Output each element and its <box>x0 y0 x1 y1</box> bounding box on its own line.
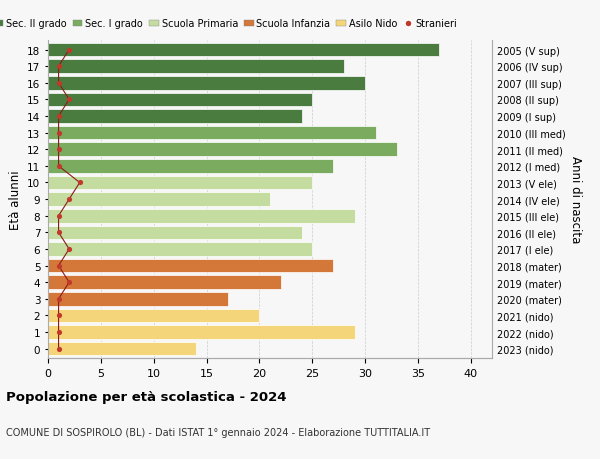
Bar <box>48 110 302 123</box>
Text: COMUNE DI SOSPIROLO (BL) - Dati ISTAT 1° gennaio 2024 - Elaborazione TUTTITALIA.: COMUNE DI SOSPIROLO (BL) - Dati ISTAT 1°… <box>6 427 430 437</box>
Point <box>54 345 64 353</box>
Point <box>54 312 64 319</box>
Bar <box>48 160 334 174</box>
Y-axis label: Età alunni: Età alunni <box>8 170 22 230</box>
Point <box>54 213 64 220</box>
Text: Popolazione per età scolastica - 2024: Popolazione per età scolastica - 2024 <box>6 390 287 403</box>
Point <box>64 96 74 104</box>
Bar <box>48 309 259 323</box>
Point <box>54 229 64 236</box>
Point <box>64 196 74 203</box>
Point <box>64 246 74 253</box>
Bar <box>48 259 334 273</box>
Bar <box>48 44 439 57</box>
Point <box>64 279 74 286</box>
Bar <box>48 292 228 306</box>
Bar <box>48 93 312 107</box>
Point <box>54 329 64 336</box>
Point <box>75 179 85 187</box>
Point <box>54 80 64 87</box>
Bar <box>48 176 312 190</box>
Point <box>54 163 64 170</box>
Point <box>54 129 64 137</box>
Point <box>54 113 64 120</box>
Bar <box>48 325 355 339</box>
Bar <box>48 77 365 90</box>
Legend: Sec. II grado, Sec. I grado, Scuola Primaria, Scuola Infanzia, Asilo Nido, Stran: Sec. II grado, Sec. I grado, Scuola Prim… <box>0 16 461 34</box>
Point <box>54 146 64 154</box>
Bar <box>48 226 302 240</box>
Bar <box>48 243 312 256</box>
Bar <box>48 60 344 74</box>
Bar <box>48 193 270 207</box>
Point <box>54 296 64 303</box>
Bar <box>48 127 376 140</box>
Point <box>54 63 64 71</box>
Point <box>64 47 74 54</box>
Bar <box>48 276 281 289</box>
Point <box>54 263 64 270</box>
Bar <box>48 209 355 223</box>
Bar <box>48 342 196 356</box>
Bar <box>48 143 397 157</box>
Y-axis label: Anni di nascita: Anni di nascita <box>569 156 582 243</box>
